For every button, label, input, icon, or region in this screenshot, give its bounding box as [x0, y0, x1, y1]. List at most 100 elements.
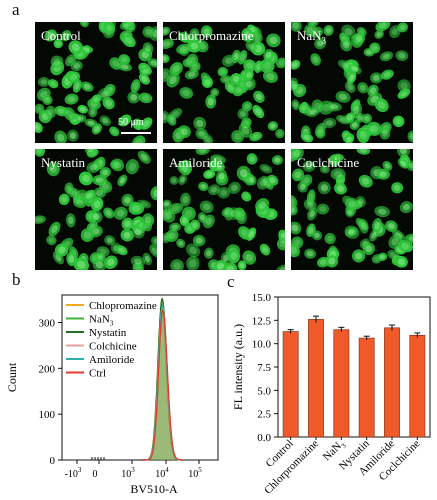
- cell-nucleus: [81, 22, 87, 26]
- cell-nucleus: [329, 104, 339, 110]
- cell-nucleus: [89, 164, 98, 171]
- cell: [243, 77, 256, 91]
- bar: [384, 327, 400, 438]
- cell: [249, 131, 263, 142]
- cell-nucleus: [344, 27, 353, 36]
- cell-nucleus: [67, 96, 76, 103]
- cell-nucleus: [116, 209, 125, 217]
- cell: [46, 235, 57, 246]
- y-tick-label: 2.5: [257, 409, 271, 421]
- cell-nucleus: [93, 213, 100, 221]
- cell-nucleus: [87, 149, 94, 153]
- cell-nucleus: [310, 22, 317, 26]
- cell: [47, 79, 59, 89]
- cell: [163, 38, 174, 50]
- cell-nucleus: [395, 118, 402, 125]
- cell-nucleus: [351, 66, 359, 72]
- cell: [35, 149, 46, 157]
- cell-nucleus: [204, 79, 211, 86]
- cell: [45, 105, 56, 119]
- cell-nucleus: [279, 240, 285, 248]
- cell-nucleus: [105, 99, 112, 107]
- cell-nucleus: [369, 87, 377, 94]
- cell-nucleus: [163, 71, 168, 79]
- cell-nucleus: [102, 117, 109, 124]
- cell-nucleus: [239, 110, 247, 118]
- cell-nucleus: [66, 110, 73, 118]
- cell-nucleus: [87, 120, 95, 126]
- bar: [282, 331, 299, 438]
- cell-nucleus: [179, 46, 189, 52]
- cell-nucleus: [255, 93, 263, 101]
- cell: [407, 130, 413, 143]
- cell: [375, 22, 391, 32]
- cell-nucleus: [338, 93, 348, 101]
- cell-nucleus: [252, 133, 260, 140]
- cell: [142, 42, 154, 55]
- cell: [163, 208, 176, 223]
- y-tick-label: 100: [39, 409, 56, 421]
- cell-nucleus: [121, 56, 128, 63]
- cell: [399, 201, 413, 214]
- cell-nucleus: [248, 43, 255, 50]
- cell-nucleus: [239, 169, 248, 178]
- cell: [142, 26, 155, 38]
- cell-nucleus: [232, 75, 240, 83]
- tile-label: NaN3: [297, 28, 326, 46]
- cell-nucleus: [239, 262, 245, 269]
- cell-nucleus: [142, 69, 150, 75]
- cell-nucleus: [86, 192, 93, 199]
- cell-nucleus: [96, 189, 104, 197]
- cell: [58, 193, 70, 206]
- cell-nucleus: [314, 232, 320, 239]
- cell-nucleus: [163, 28, 168, 34]
- cell-nucleus: [114, 161, 122, 169]
- cell: [291, 243, 300, 258]
- cell-nucleus: [359, 149, 368, 153]
- cell: [35, 121, 43, 133]
- cell: [111, 158, 124, 172]
- y-tick-label: 7.5: [257, 362, 271, 374]
- cell-nucleus: [92, 228, 100, 235]
- cell-nucleus: [195, 237, 203, 244]
- cell-nucleus: [234, 86, 242, 94]
- cell: [314, 122, 326, 137]
- cell: [97, 87, 112, 101]
- cell-nucleus: [354, 252, 363, 260]
- cell-nucleus: [291, 224, 299, 232]
- cell-nucleus: [328, 257, 336, 265]
- cell-nucleus: [334, 155, 342, 160]
- cell-nucleus: [210, 186, 218, 193]
- cell-nucleus: [322, 166, 328, 172]
- cell-nucleus: [150, 60, 157, 66]
- cell-nucleus: [169, 76, 177, 85]
- cell-nucleus: [384, 163, 391, 169]
- cell: [37, 77, 50, 87]
- cell-nucleus: [191, 64, 199, 70]
- cell-nucleus: [291, 246, 297, 255]
- cell-nucleus: [61, 196, 68, 203]
- cell-nucleus: [189, 246, 197, 255]
- cell-nucleus: [73, 62, 81, 69]
- cell: [80, 228, 95, 242]
- cell-nucleus: [124, 37, 133, 45]
- cell-nucleus: [133, 258, 142, 265]
- cell: [63, 107, 76, 121]
- cell: [198, 181, 209, 192]
- cell-nucleus: [153, 189, 157, 198]
- cell-nucleus: [258, 201, 267, 209]
- cell: [130, 79, 141, 93]
- cell-nucleus: [372, 74, 380, 81]
- cell-nucleus: [164, 201, 170, 207]
- cell-nucleus: [399, 149, 408, 155]
- cell-nucleus: [144, 216, 152, 224]
- cell: [201, 76, 213, 88]
- cell-nucleus: [69, 132, 77, 139]
- legend-entry: Nystatin: [89, 327, 127, 339]
- cell-nucleus: [141, 75, 148, 83]
- cell: [291, 195, 298, 209]
- cell-nucleus: [234, 133, 242, 141]
- cell-nucleus: [291, 62, 298, 68]
- cell: [302, 160, 316, 172]
- cell-nucleus: [118, 247, 125, 253]
